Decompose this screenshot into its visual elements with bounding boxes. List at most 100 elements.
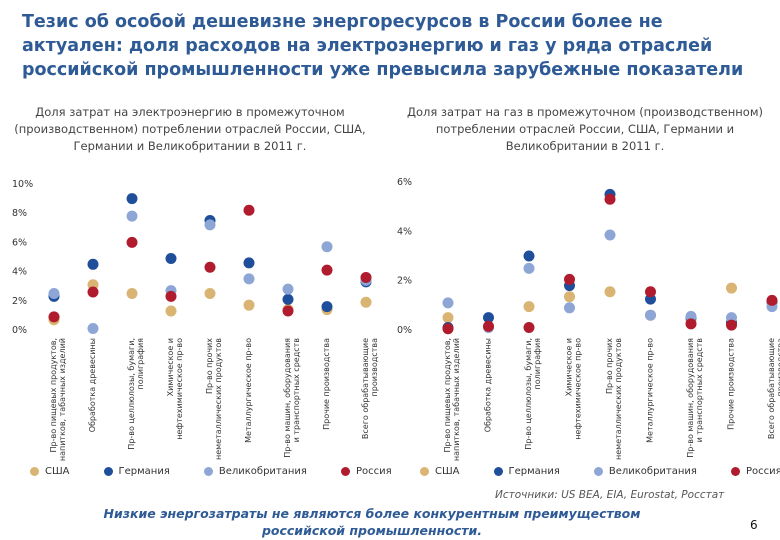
y-tick-label: 10%	[12, 179, 33, 190]
legend-label-germany: Германия	[508, 465, 560, 477]
legend-marker-uk	[593, 466, 603, 476]
legend-marker-russia	[340, 466, 350, 476]
point-russia	[685, 318, 697, 330]
y-tick-label: 2%	[397, 276, 412, 287]
point-russia	[165, 290, 177, 302]
point-uk	[604, 229, 616, 241]
point-usa	[165, 305, 177, 317]
x-category-label: Пр-во машин, оборудованияи транспортных …	[283, 338, 301, 458]
x-category-label: Металлургическое пр-во	[244, 338, 253, 443]
legend-item-usa: США	[420, 466, 460, 477]
point-russia	[204, 261, 216, 273]
x-category-label: Пр-во прочихнеметаллических продуктов	[205, 338, 223, 460]
point-germany	[243, 257, 255, 269]
x-category-label: Пр-во прочихнеметаллических продуктов	[605, 338, 623, 460]
point-uk	[48, 288, 60, 299]
x-category-label: Металлургическое пр-во	[646, 338, 655, 443]
x-category-label: Пр-во целлюлозы, бумаги,полиграфия	[524, 338, 542, 450]
point-russia	[483, 320, 494, 332]
point-uk	[523, 262, 535, 274]
y-tick-label: 0%	[12, 325, 27, 336]
x-category-label: Пр-во пищевых продуктов,напитков, табачн…	[443, 338, 461, 461]
point-usa	[243, 299, 255, 311]
chart-electricity-title: Доля затрат на электроэнергию в промежут…	[14, 105, 366, 153]
point-russia	[604, 193, 616, 205]
x-category-label: Химическое инефтехимическое пр-во	[166, 338, 184, 440]
chart-electricity: 0% 2% 4% 6% 8% 10% Пр-во пищевых продуктов,нап…	[12, 179, 379, 461]
y-tick-label: 6%	[397, 177, 412, 188]
chart-gas: 0% 2% 4% 6% Пр-во пищевых продуктов,напитков…	[397, 177, 780, 461]
x-category-label: Пр-во целлюлозы, бумаги,полиграфия	[127, 338, 145, 450]
conclusion-text: Низкие энергозатраты не являются более к…	[103, 506, 641, 538]
point-uk	[126, 210, 138, 222]
legend-electricity: США Германия Великобритания Россия	[30, 463, 426, 479]
x-category-label: Прочие производства	[727, 338, 736, 430]
point-usa	[126, 288, 138, 299]
x-category-label: Всего обрабатывающиепроизводства	[361, 338, 379, 439]
point-russia	[282, 305, 294, 317]
legend-marker-uk	[203, 466, 213, 476]
point-germany	[523, 250, 535, 262]
y-tick-label: 8%	[12, 208, 27, 219]
point-uk	[87, 323, 99, 335]
legend-label-usa: США	[435, 465, 460, 477]
point-germany	[87, 258, 99, 270]
point-uk	[645, 309, 656, 321]
x-category-label: Всего обрабатывающиепроизводства	[767, 338, 780, 439]
chart-gas-title: Доля затрат на газ в промежуточном (прои…	[406, 105, 763, 153]
legend-item-usa: США	[30, 466, 70, 477]
legend-item-uk: Великобритания	[203, 465, 307, 477]
point-uk	[282, 283, 294, 295]
y-tick-label: 2%	[12, 296, 27, 307]
point-usa	[360, 296, 372, 308]
legend-item-germany: Германия	[493, 465, 560, 477]
point-russia	[126, 236, 138, 248]
point-usa	[523, 301, 535, 313]
y-tick-label: 4%	[12, 267, 27, 278]
y-tick-label: 4%	[397, 226, 412, 237]
legend-marker-germany	[103, 466, 113, 476]
point-germany	[126, 193, 138, 205]
legend-item-uk: Великобритания	[593, 465, 697, 477]
point-uk	[204, 219, 216, 231]
point-russia	[523, 322, 535, 334]
point-russia	[766, 294, 778, 306]
point-usa	[442, 312, 454, 324]
point-germany	[165, 252, 177, 264]
point-usa	[604, 286, 616, 298]
legend-marker-usa	[30, 466, 39, 476]
page-title: Тезис об особой дешевизне энергоресурсов…	[22, 12, 744, 80]
legend-marker-russia	[730, 466, 740, 476]
legend-item-russia: Россия	[730, 465, 780, 477]
x-category-label: Обработка древесины	[484, 338, 493, 432]
legend-label-uk: Великобритания	[608, 465, 697, 477]
point-russia	[645, 286, 656, 298]
y-tick-label: 6%	[12, 237, 27, 248]
x-category-label: Пр-во пищевых продуктов,напитков, табачн…	[49, 338, 67, 461]
point-usa	[726, 282, 737, 294]
point-russia	[360, 271, 372, 283]
point-russia	[726, 319, 737, 331]
point-russia	[87, 286, 99, 298]
point-germany	[483, 312, 494, 324]
point-usa	[564, 291, 575, 303]
point-uk	[564, 302, 575, 314]
legend-item-germany: Германия	[103, 466, 170, 477]
legend-gas: США Германия Великобритания Россия	[420, 463, 780, 479]
point-uk	[321, 241, 333, 253]
point-uk	[243, 273, 255, 285]
page-number: 6	[750, 518, 758, 532]
point-russia	[321, 264, 333, 276]
point-uk	[442, 297, 454, 309]
source-note: Источники: US BEA, EIA, Eurostat, Росста…	[495, 489, 725, 501]
legend-label-uk: Великобритания	[218, 465, 307, 477]
y-tick-label: 0%	[397, 325, 412, 336]
x-category-label: Химическое инефтехимическое пр-во	[565, 338, 583, 440]
point-germany	[321, 301, 333, 313]
legend-label-russia: Россия	[745, 465, 780, 477]
point-russia	[48, 311, 60, 323]
point-russia	[564, 273, 575, 285]
legend-label-usa: США	[45, 465, 70, 477]
point-russia	[442, 323, 454, 335]
x-category-label: Пр-во машин, оборудованияи транспортных …	[686, 338, 704, 458]
